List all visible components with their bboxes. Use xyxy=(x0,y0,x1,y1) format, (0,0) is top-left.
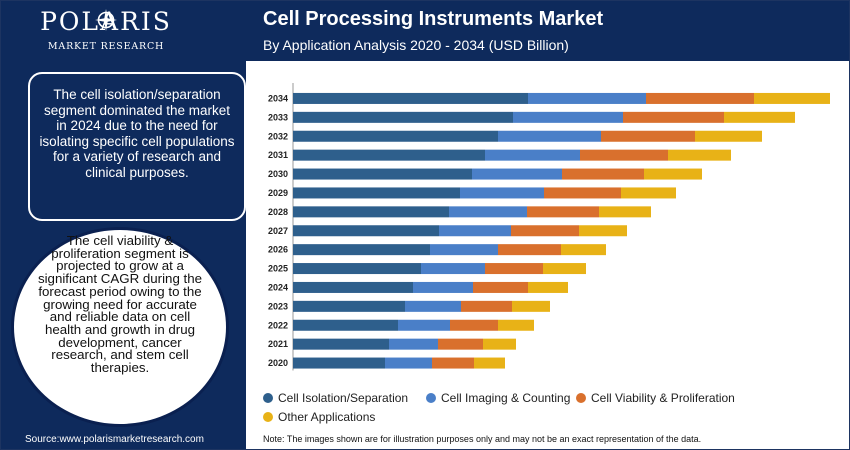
bar-segment xyxy=(472,168,562,180)
legend-swatch xyxy=(426,393,436,403)
bar-segment xyxy=(511,225,579,237)
y-tick-label: 2021 xyxy=(268,339,288,349)
bar-segment xyxy=(421,263,485,275)
y-tick-label: 2031 xyxy=(268,150,288,160)
bar-segment xyxy=(754,92,830,104)
y-tick-label: 2020 xyxy=(268,358,288,368)
bar-segment xyxy=(498,244,561,256)
bar-segment xyxy=(599,206,651,218)
insight-box: The cell isolation/separation segment do… xyxy=(28,72,246,221)
stacked-bar-chart: 2034 2033 2032 2031 2030 2029 2028 2027 2026 2025… xyxy=(268,83,830,371)
bar-segment xyxy=(413,281,473,293)
bar-segment xyxy=(579,225,627,237)
bar-segment xyxy=(293,319,398,331)
bar-segment xyxy=(293,281,413,293)
bar-segment xyxy=(601,130,695,142)
legend-swatch xyxy=(263,412,273,422)
bar-segment xyxy=(646,92,754,104)
legend-swatch xyxy=(576,393,586,403)
footer: Source:www.polarismarketresearch.com Not… xyxy=(1,431,849,449)
bar-segment xyxy=(293,244,430,256)
header-bar: POLARIS MARKET RESEARCH Cell Processing … xyxy=(1,1,849,61)
insight-circle xyxy=(11,227,229,427)
legend-label: Cell Viability & Proliferation xyxy=(591,391,735,405)
bar-segment xyxy=(398,319,450,331)
bar-segment xyxy=(293,300,405,312)
bar-segment xyxy=(498,130,601,142)
y-tick-label: 2033 xyxy=(268,112,288,122)
bar-segment xyxy=(293,92,528,104)
legend-swatch xyxy=(263,393,273,403)
legend-label: Other Applications xyxy=(278,410,376,424)
y-tick-label: 2023 xyxy=(268,301,288,311)
bar-segment xyxy=(293,206,449,218)
bar-segment xyxy=(543,263,586,275)
y-tick-label: 2029 xyxy=(268,188,288,198)
logo-subtitle: MARKET RESEARCH xyxy=(47,41,165,52)
disclaimer-note: Note: The images shown are for illustrat… xyxy=(263,434,702,444)
bar-segment xyxy=(668,149,731,161)
bar-segment xyxy=(389,338,438,350)
y-tick-label: 2032 xyxy=(268,131,288,141)
bar-segment xyxy=(474,357,505,369)
sidebar-panel: The cell isolation/separation segment do… xyxy=(1,61,246,431)
y-tick-label: 2030 xyxy=(268,169,288,179)
y-tick-label: 2025 xyxy=(268,264,288,274)
bar-segment xyxy=(405,300,461,312)
bar-segment xyxy=(439,225,511,237)
y-tick-label: 2022 xyxy=(268,320,288,330)
y-tick-label: 2024 xyxy=(268,282,288,292)
bar-segment xyxy=(527,206,599,218)
bar-segment xyxy=(621,187,676,199)
bar-segment xyxy=(293,111,513,123)
compass-star-icon xyxy=(95,9,117,31)
bar-segment xyxy=(293,187,460,199)
bar-segment xyxy=(513,111,623,123)
bar-segment xyxy=(385,357,432,369)
bar-segment xyxy=(449,206,527,218)
chart-title: Cell Processing Instruments Market xyxy=(263,8,604,30)
bar-segment xyxy=(512,300,550,312)
bar-segment xyxy=(644,168,702,180)
legend-label: Cell Isolation/Separation xyxy=(278,391,409,405)
bar-segment xyxy=(473,281,528,293)
bar-segment xyxy=(498,319,534,331)
bar-segment xyxy=(430,244,498,256)
y-tick-label: 2028 xyxy=(268,207,288,217)
y-tick-label: 2034 xyxy=(268,93,288,103)
bar-segment xyxy=(561,244,606,256)
y-tick-label: 2027 xyxy=(268,226,288,236)
bar-segment xyxy=(293,357,385,369)
legend-label: Cell Imaging & Counting xyxy=(441,391,571,405)
bar-segment xyxy=(724,111,795,123)
polaris-logo: POLARIS MARKET RESEARCH xyxy=(11,7,201,55)
bar-segment xyxy=(623,111,724,123)
bar-segment xyxy=(293,168,472,180)
bar-segment xyxy=(450,319,498,331)
bar-segment xyxy=(485,149,580,161)
chart-subtitle: By Application Analysis 2020 - 2034 (USD… xyxy=(263,37,569,53)
bar-segment xyxy=(562,168,644,180)
bar-segment xyxy=(461,300,512,312)
bar-segment xyxy=(528,281,568,293)
y-tick-label: 2026 xyxy=(268,245,288,255)
bar-segment xyxy=(293,130,498,142)
bar-segment xyxy=(528,92,646,104)
bar-segment xyxy=(483,338,516,350)
bar-segment xyxy=(293,149,485,161)
bar-segment xyxy=(293,263,421,275)
bar-segment xyxy=(293,338,389,350)
bar-segment xyxy=(460,187,544,199)
bar-segment xyxy=(695,130,762,142)
source-text: Source:www.polarismarketresearch.com xyxy=(1,431,246,449)
bar-segment xyxy=(438,338,483,350)
bar-segment xyxy=(432,357,474,369)
bar-segment xyxy=(293,225,439,237)
insight-circle-text: The cell viability & proliferation segme… xyxy=(37,233,203,376)
bar-segment xyxy=(544,187,621,199)
bar-segment xyxy=(485,263,543,275)
bar-segment xyxy=(580,149,668,161)
